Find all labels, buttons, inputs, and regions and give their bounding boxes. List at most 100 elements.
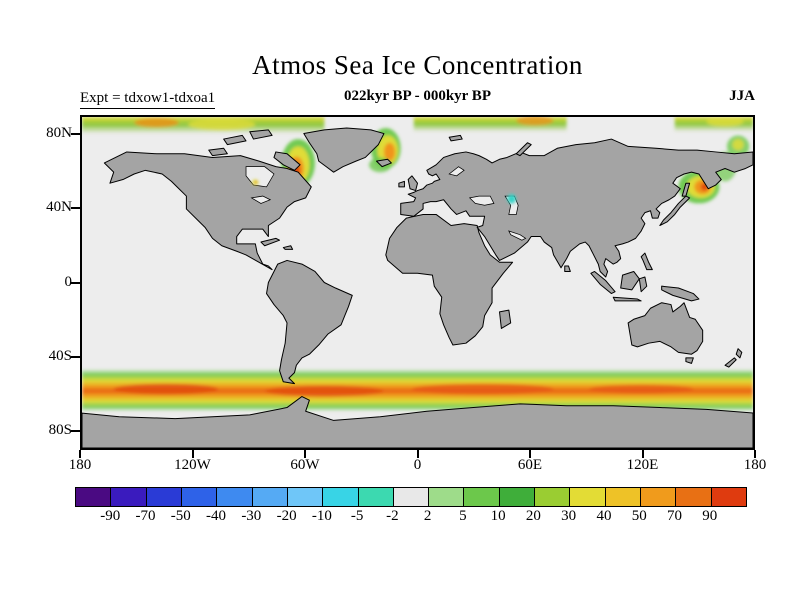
landmass-eurasia [401,139,753,277]
plot-title: Atmos Sea Ice Concentration [252,50,583,80]
island-ireland [399,181,405,187]
lon-tick-label: 120W [174,457,211,473]
colorbar-cell [252,488,288,506]
colorbar-cell [605,488,641,506]
season-label: JJA [729,88,755,104]
island-sakhalin [682,183,689,196]
island-new-zealand-north [736,349,742,358]
lat-tick-mark [71,281,80,284]
island-japan [660,196,690,225]
colorbar-cell [711,488,746,506]
landmass-australia [628,303,703,354]
landmass-greenland [304,128,384,172]
black-sea [470,196,494,205]
lon-tick-mark [416,450,419,458]
island-sri-lanka [565,266,571,272]
island-java [613,297,641,301]
map-frame [80,115,755,450]
colorbar [75,487,747,507]
lat-tick-label: 40S [48,347,72,364]
colorbar-level-label: 90 [702,508,718,524]
colorbar-level-label: 70 [666,508,682,524]
great-lakes [252,196,271,203]
colorbar-level-label: -2 [386,508,399,524]
lat-tick-mark [71,132,80,135]
colorbar-level-label: 10 [490,508,506,524]
island-great-britain [408,176,417,191]
colorbar-cell [535,488,571,506]
island-sulawesi [639,277,646,292]
colorbar-level-label: -30 [241,508,262,524]
colorbar-cell [76,488,112,506]
anomaly-spots [252,179,517,204]
period-label: 022kyr BP - 000kyr BP [344,88,491,104]
island-arctic-archipelago [224,135,246,144]
lon-tick-mark [529,450,531,458]
landmass-antarctica [82,397,753,448]
lat-tick-label: 0 [64,273,73,290]
colorbar-cell [641,488,677,506]
sea-ice-anomaly-shading [82,116,753,412]
lat-tick-mark [71,355,80,358]
lat-tick-label: 80N [46,124,72,141]
lon-tick-label: 0 [413,457,422,473]
colorbar-level-label: 50 [631,508,647,524]
lon-tick-mark [754,450,756,458]
colorbar-cell [464,488,500,506]
colorbar-cell [217,488,253,506]
landmasses [82,128,753,448]
colorbar-level-label: -20 [276,508,297,524]
world-map [82,116,753,448]
colorbar-cell [499,488,536,506]
colorbar-level-label: -5 [350,508,364,524]
colorbar-level-label: -70 [135,508,156,524]
lon-tick-label: 60W [290,457,320,473]
island-svalbard [449,135,462,141]
colorbar-level-label: 30 [561,508,577,524]
lon-tick-mark [79,450,81,458]
island-victoria [209,148,228,155]
island-hispaniola [283,246,292,250]
colorbar-level-label: -50 [170,508,191,524]
island-sumatra [591,271,615,293]
colorbar-cell [146,488,182,506]
lon-tick-mark [304,450,306,458]
island-baffin [274,152,300,170]
colorbar-level-label: 5 [459,508,467,524]
colorbar-cell [393,488,430,506]
lat-tick-label: 40N [46,199,72,216]
island-iceland [376,159,391,166]
lon-tick-mark [641,450,644,458]
baltic-sea [449,167,464,176]
colorbar-cell [181,488,218,506]
lon-tick-label: 60E [517,457,543,473]
persian-gulf [509,231,526,240]
experiment-label: Expt = tdxow1-tdxoa1 [80,90,216,109]
colorbar-cell [111,488,147,506]
island-philippines [641,253,652,270]
colorbar-cell [323,488,359,506]
colorbar-cell [358,488,394,506]
colorbar-level-label: -90 [100,508,121,524]
island-novaya-zemlya [516,143,531,156]
landmass-south-america [267,260,353,383]
colorbar-level-label: 2 [423,508,432,524]
lat-tick-label: 80S [48,422,72,439]
colorbar-cell [287,488,324,506]
island-madagascar [500,310,511,328]
colorbar-cell [676,488,712,506]
island-new-guinea [662,286,699,301]
lon-tick-mark [191,450,194,458]
lon-tick-label: 180 [743,457,767,473]
colorbar-level-label: -10 [311,508,332,524]
colorbar-level-label: -40 [206,508,227,524]
colorbar-cell [570,488,606,506]
caspian-negative-patch [507,194,517,204]
island-cuba [261,238,280,245]
lat-tick-mark [71,430,80,433]
island-borneo [621,271,640,289]
colorbar-level-label: 20 [525,508,541,524]
lat-tick-mark [71,207,80,210]
hudson-bay-speck-core [254,180,258,184]
lon-tick-label: 180 [68,457,92,473]
